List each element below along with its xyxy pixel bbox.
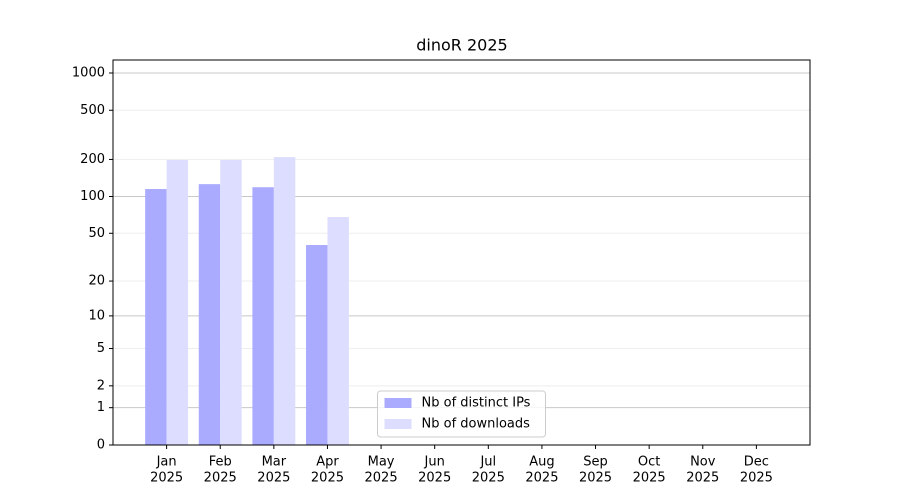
- x-tick-label: 2025: [204, 471, 237, 486]
- x-tick-label: Aug: [529, 455, 554, 470]
- y-tick-label: 0: [97, 438, 105, 453]
- x-tick-label: 2025: [579, 471, 612, 486]
- y-tick-label: 500: [80, 103, 105, 118]
- legend-label: Nb of distinct IPs: [422, 396, 531, 411]
- y-tick-label: 50: [88, 226, 105, 241]
- legend: Nb of distinct IPs Nb of downloads: [377, 390, 546, 438]
- bar: [145, 189, 167, 445]
- x-tick-label: Dec: [744, 455, 769, 470]
- bar: [252, 187, 274, 445]
- x-tick-label: Mar: [262, 455, 287, 470]
- x-tick-label: 2025: [686, 471, 719, 486]
- x-tick-label: 2025: [633, 471, 666, 486]
- y-tick-label: 1: [97, 400, 105, 415]
- bar: [306, 245, 328, 445]
- bar: [273, 157, 296, 445]
- bar: [166, 159, 189, 445]
- chart-title: dinoR 2025: [416, 36, 507, 55]
- x-tick-label: 2025: [150, 471, 183, 486]
- x-tick-label: Apr: [316, 455, 339, 470]
- x-tick-label: 2025: [365, 471, 398, 486]
- y-tick-label: 200: [80, 152, 105, 167]
- legend-label: Nb of downloads: [422, 417, 531, 432]
- x-tick-label: Sep: [583, 455, 608, 470]
- bar: [220, 159, 242, 445]
- x-tick-label: Jul: [479, 455, 496, 470]
- x-tick-label: Nov: [690, 455, 716, 470]
- bar: [327, 217, 349, 445]
- legend-swatch: [384, 398, 412, 408]
- y-tick-label: 20: [88, 274, 105, 289]
- legend-swatch: [384, 419, 412, 429]
- bar: [198, 184, 221, 445]
- legend-box: [377, 390, 546, 438]
- y-tick-label: 2: [97, 378, 105, 393]
- x-tick-label: Jun: [424, 455, 445, 470]
- y-tick-label: 5: [97, 341, 105, 356]
- x-tick-label: Jan: [156, 455, 177, 470]
- x-tick-label: 2025: [418, 471, 451, 486]
- x-tick-label: May: [368, 455, 395, 470]
- x-tick-label: Oct: [638, 455, 660, 470]
- x-tick-label: 2025: [740, 471, 773, 486]
- x-tick-label: 2025: [257, 471, 290, 486]
- x-tick-label: 2025: [472, 471, 505, 486]
- x-tick-label: 2025: [311, 471, 344, 486]
- y-tick-label: 10: [88, 308, 105, 323]
- y-tick-label: 100: [80, 189, 105, 204]
- y-tick-label: 1000: [72, 65, 105, 80]
- x-tick-label: Feb: [209, 455, 232, 470]
- x-tick-label: 2025: [525, 471, 558, 486]
- plot-frame: [112, 59, 811, 446]
